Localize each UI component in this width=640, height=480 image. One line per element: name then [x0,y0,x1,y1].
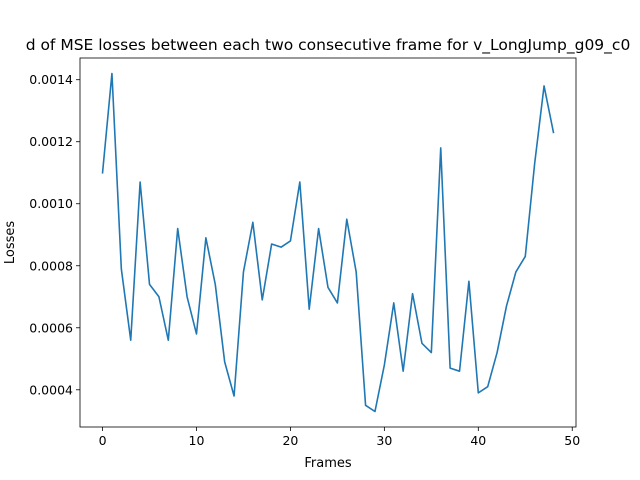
x-tick-label: 30 [376,433,392,448]
x-tick-label: 50 [564,433,580,448]
x-axis-ticks: 0 10 20 30 40 50 [99,427,580,448]
y-tick-label: 0.0010 [29,196,73,211]
plot-frame [79,57,577,428]
y-tick-label: 0.0012 [29,134,73,149]
x-tick-label: 20 [282,433,298,448]
chart-title: d of MSE losses between each two consecu… [26,36,631,55]
x-tick-label: 10 [189,433,205,448]
plot-area [80,58,576,427]
y-tick-label: 0.0014 [29,72,73,87]
y-axis-label: Losses [3,221,18,265]
x-axis-label: Frames [304,456,352,471]
x-tick-label: 0 [99,433,107,448]
y-axis-ticks: 0.0004 0.0006 0.0008 0.0010 0.0012 0.0014 [29,72,80,397]
x-tick-label: 40 [470,433,486,448]
y-tick-label: 0.0008 [29,258,73,273]
series-line [101,72,555,413]
y-tick-label: 0.0006 [29,320,73,335]
y-tick-label: 0.0004 [29,382,73,397]
